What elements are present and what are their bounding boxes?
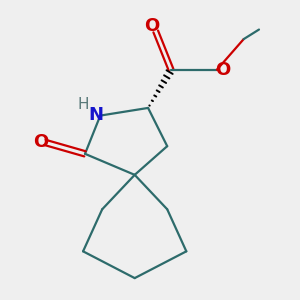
Text: O: O [33, 133, 48, 151]
Text: O: O [214, 61, 230, 80]
Text: N: N [88, 106, 103, 124]
Text: H: H [77, 97, 89, 112]
Text: O: O [144, 17, 160, 35]
